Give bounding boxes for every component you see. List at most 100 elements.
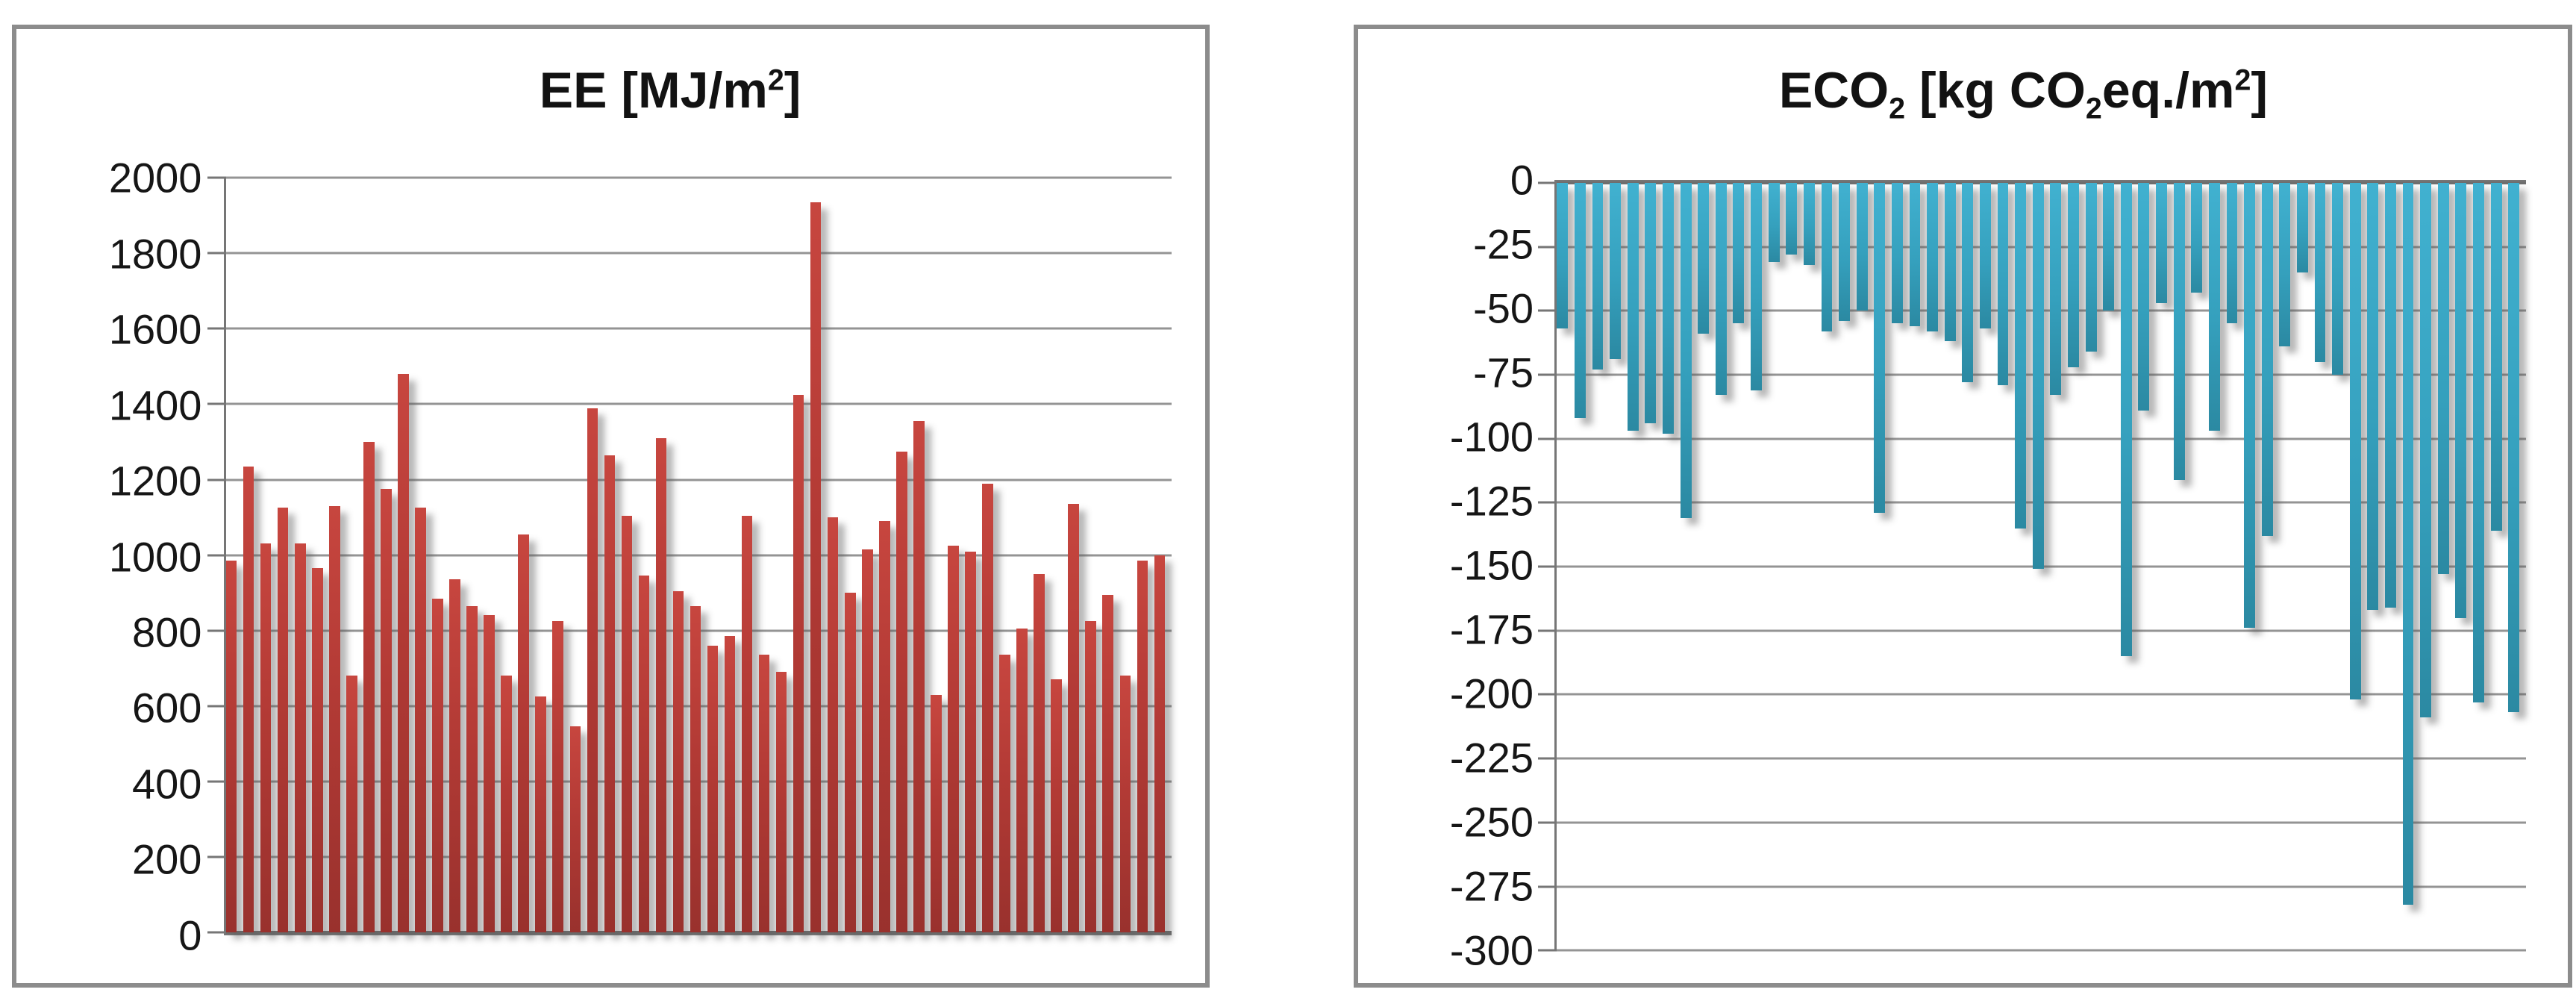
y-axis-tick <box>207 931 226 934</box>
y-axis-tick <box>1538 949 1557 952</box>
bar <box>415 508 426 932</box>
y-axis-tick <box>207 252 226 255</box>
bar <box>277 508 289 932</box>
y-tick-label: 1600 <box>108 305 202 353</box>
bar <box>775 672 787 932</box>
title-segment: EE [MJ/m <box>539 62 768 119</box>
bar <box>982 483 993 932</box>
bar <box>518 534 529 932</box>
bar <box>2068 182 2079 367</box>
bar <box>793 394 804 932</box>
y-tick-label: -175 <box>1449 605 1534 653</box>
y-tick-label: 1000 <box>108 533 202 581</box>
bar <box>741 515 753 932</box>
bar <box>1751 182 1762 390</box>
bar <box>1663 182 1674 434</box>
bar <box>1574 182 1586 419</box>
y-axis-tick <box>1538 693 1557 696</box>
y-axis-tick <box>1538 309 1557 312</box>
bar <box>1137 561 1148 932</box>
bar <box>2332 182 2344 375</box>
y-axis-tick <box>1538 501 1557 504</box>
title-segment: ECO <box>1778 62 1889 119</box>
bar <box>1592 182 1604 370</box>
y-axis-tick <box>207 855 226 858</box>
bar <box>1874 182 1886 514</box>
bar <box>225 561 237 932</box>
y-axis-tick <box>1538 565 1557 568</box>
bar <box>552 620 563 932</box>
bar <box>758 655 770 932</box>
bar <box>604 455 616 932</box>
y-tick-label: 200 <box>131 835 202 883</box>
bar <box>1051 679 1062 932</box>
y-axis-tick <box>1538 181 1557 184</box>
y-axis-tick <box>207 629 226 632</box>
y-tick-label: 0 <box>178 911 202 959</box>
bar <box>2120 182 2132 657</box>
bar <box>569 726 581 932</box>
y-axis-tick <box>1538 373 1557 376</box>
bar <box>312 568 323 932</box>
bar <box>1154 555 1166 932</box>
y-tick-label: 600 <box>131 684 202 732</box>
gridline <box>225 176 1172 179</box>
category-axis-line <box>225 930 1172 934</box>
bar <box>329 505 340 932</box>
bar <box>810 202 822 932</box>
gridline <box>1557 757 2526 760</box>
bar <box>1803 182 1815 265</box>
bar <box>1944 182 1956 342</box>
y-axis-tick <box>1538 437 1557 440</box>
bar <box>1680 182 1692 518</box>
bar <box>638 576 650 932</box>
y-axis-tick <box>1538 246 1557 249</box>
bar <box>896 451 907 932</box>
bar <box>1962 182 1974 383</box>
plot-area-eco2 <box>1538 179 2526 952</box>
y-axis-tick <box>1538 821 1557 824</box>
y-tick-label: 1800 <box>108 230 202 278</box>
bar <box>2015 182 2027 529</box>
y-tick-label: -125 <box>1449 477 1534 525</box>
gridline <box>1557 629 2526 632</box>
title-segment: 2 <box>1889 93 1906 126</box>
y-axis-tick <box>207 402 226 405</box>
bar <box>501 676 512 932</box>
bar <box>2402 182 2414 905</box>
bar <box>1786 182 1798 255</box>
y-tick-label: 1200 <box>108 457 202 505</box>
bar <box>2455 182 2467 618</box>
gridline <box>225 252 1172 255</box>
bar <box>381 489 392 932</box>
y-axis-tick <box>1538 885 1557 888</box>
bar <box>1891 182 1903 324</box>
bar <box>948 545 959 932</box>
bar <box>2226 182 2238 324</box>
bar <box>2437 182 2449 575</box>
y-tick-label: -250 <box>1449 798 1534 846</box>
bar <box>1016 629 1028 932</box>
bar <box>1768 182 1780 263</box>
y-tick-label: 1400 <box>108 381 202 429</box>
bar <box>672 590 684 932</box>
bar <box>707 645 719 932</box>
bar <box>2032 182 2044 570</box>
bar <box>535 696 546 932</box>
bar <box>466 605 478 932</box>
bar <box>862 549 873 932</box>
title-segment: ] <box>2251 62 2269 119</box>
bar <box>432 598 443 932</box>
y-axis-tick <box>1538 629 1557 632</box>
title-segment: ] <box>784 62 801 119</box>
bar <box>913 421 925 932</box>
bar <box>2261 182 2273 536</box>
bar <box>1085 620 1096 932</box>
bar <box>931 694 942 932</box>
bar <box>621 515 633 932</box>
bar <box>1909 182 1921 326</box>
bar <box>1997 182 2009 385</box>
title-segment: [kg CO <box>1905 62 2086 119</box>
bar <box>1102 594 1113 932</box>
